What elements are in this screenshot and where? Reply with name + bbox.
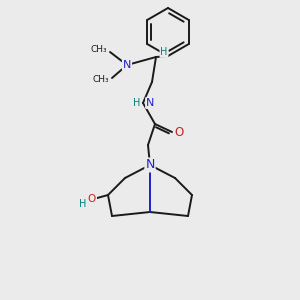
Text: CH₃: CH₃ [90,46,107,55]
Text: CH₃: CH₃ [92,76,109,85]
Text: H: H [133,98,140,108]
Text: O: O [174,125,184,139]
Text: H: H [79,199,87,209]
Text: O: O [88,194,96,204]
Text: N: N [123,60,131,70]
Text: N: N [146,98,154,108]
Text: N: N [145,158,155,172]
Text: H: H [160,47,168,57]
